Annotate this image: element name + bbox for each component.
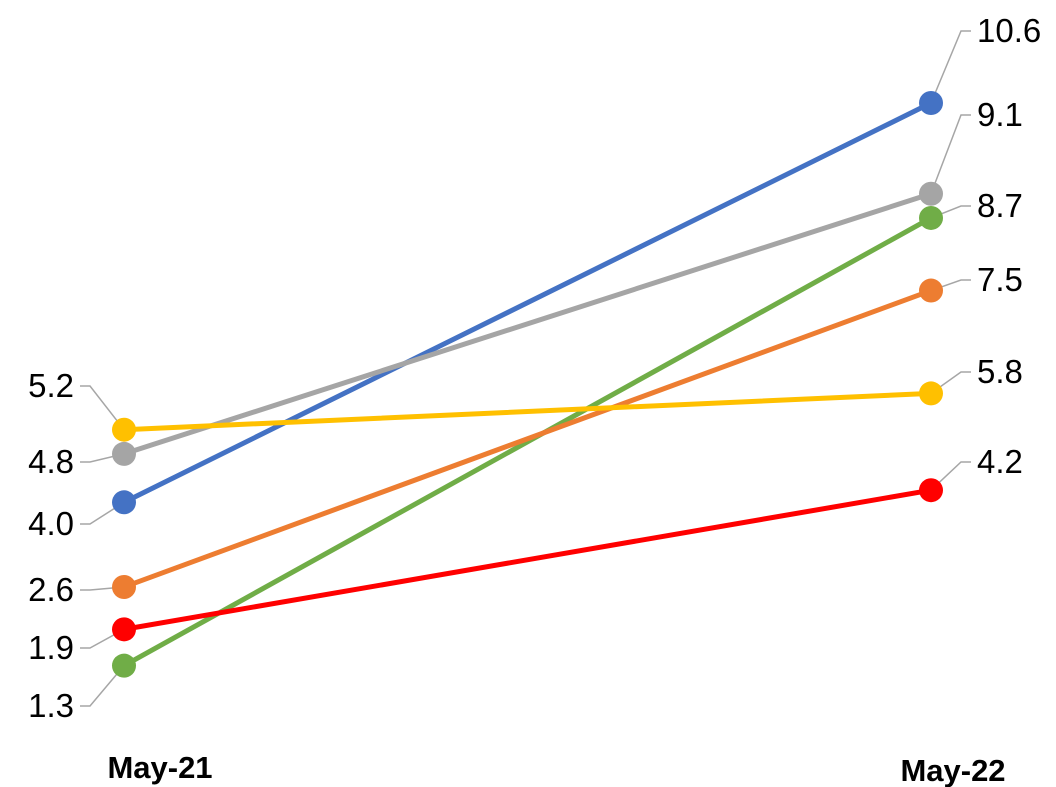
data-label-1-left: 4.8 (28, 443, 74, 480)
data-label-2-right: 8.7 (977, 187, 1023, 224)
data-label-5-left: 1.9 (28, 629, 74, 666)
series-line-2 (121, 215, 934, 669)
data-label-0-left: 4.0 (28, 505, 74, 542)
data-label-5-right: 4.2 (977, 443, 1023, 480)
series-marker-4-0 (112, 417, 136, 442)
series-line-4 (121, 390, 934, 433)
leader-line-0-right (930, 30, 971, 104)
series-line-0 (121, 100, 934, 505)
series-line-1 (121, 191, 934, 457)
series-line-3 (121, 288, 934, 590)
series-line-5 (121, 487, 934, 632)
leader-line-2-left (80, 665, 125, 707)
series-marker-4-1 (919, 381, 943, 406)
series-marker-1-0 (112, 441, 136, 466)
data-label-4-right: 5.8 (977, 353, 1023, 390)
leader-line-5-left (80, 628, 125, 649)
data-label-4-left: 5.2 (28, 367, 74, 404)
series-marker-2-0 (112, 653, 136, 678)
category-label-1: May-22 (900, 753, 1005, 787)
series-marker-5-0 (112, 617, 136, 642)
leader-line-4-left (80, 385, 125, 431)
series-marker-1-1 (919, 181, 943, 206)
leader-line-4-right (930, 371, 971, 395)
data-label-3-right: 7.5 (977, 261, 1023, 298)
series-marker-2-1 (919, 205, 943, 230)
category-axis-labels: May-21 May-22 (107, 750, 1005, 787)
category-label-0: May-21 (107, 750, 212, 785)
label-leader-lines (80, 30, 971, 707)
series-marker-5-1 (919, 478, 943, 503)
series-marker-3-0 (112, 575, 136, 599)
leader-line-0-left (80, 501, 125, 525)
data-label-2-left: 1.3 (28, 687, 74, 724)
data-label-1-right: 9.1 (977, 96, 1023, 133)
leader-line-5-right (930, 461, 971, 491)
series-marker-0-1 (919, 91, 943, 115)
data-labels: 4.0 10.6 4.8 9.1 1.3 8.7 2.6 7.5 5.2 5.8 1.9 4.2 (28, 12, 1041, 724)
series-markers (112, 91, 943, 678)
series-lines (121, 100, 934, 669)
series-marker-3-1 (919, 278, 943, 303)
data-label-0-right: 10.6 (977, 12, 1041, 49)
series-marker-0-0 (112, 490, 136, 515)
leader-line-1-right (930, 114, 971, 195)
data-label-3-left: 2.6 (28, 571, 74, 608)
